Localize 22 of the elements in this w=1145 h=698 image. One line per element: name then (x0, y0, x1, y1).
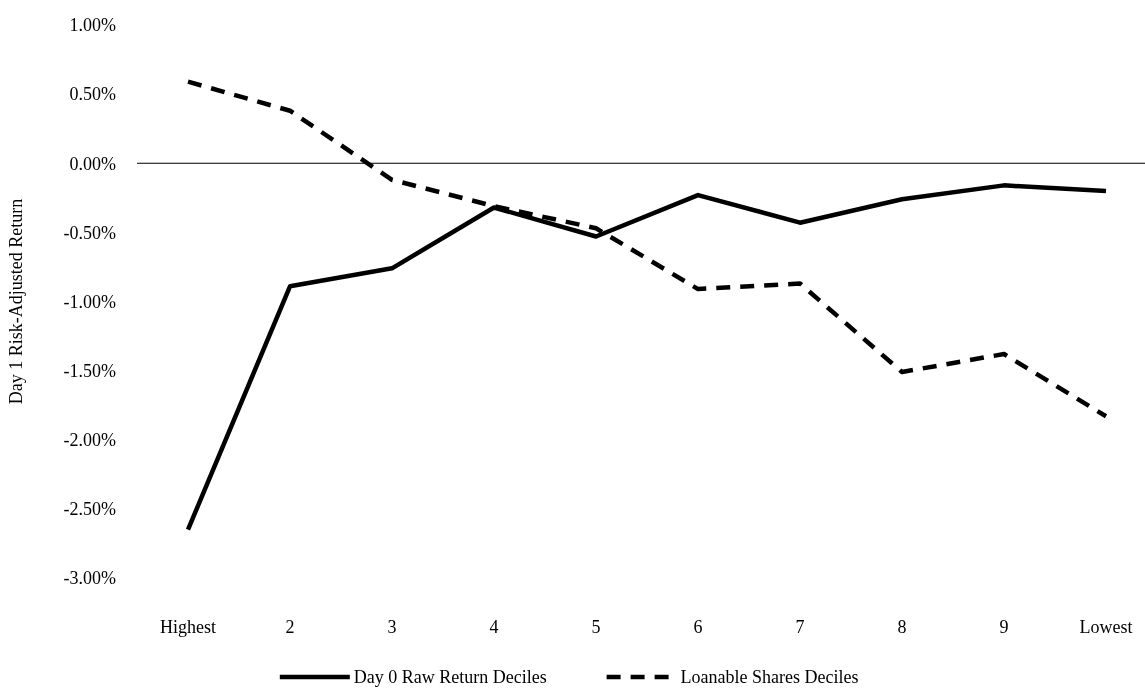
x-tick-label: 2 (285, 617, 295, 637)
x-tick-label: 9 (999, 617, 1009, 637)
y-tick-label: 1.00% (69, 15, 116, 36)
y-tick-label: 0.50% (69, 84, 116, 105)
y-tick-label: -1.50% (63, 360, 116, 381)
y-tick-label: -2.50% (63, 499, 116, 520)
y-axis-title: Day 1 Risk-Adjusted Return (6, 198, 26, 405)
y-tick-label: -0.50% (63, 222, 116, 243)
x-tick-label: 4 (489, 617, 499, 637)
x-tick-label: 7 (795, 617, 805, 637)
y-tick-label: -1.00% (63, 291, 116, 312)
x-tick-label: Highest (160, 617, 216, 637)
y-tick-label: -3.00% (63, 568, 116, 589)
y-tick-label: -2.00% (63, 430, 116, 451)
x-tick-label: 6 (693, 617, 703, 637)
x-tick-label: 3 (387, 617, 397, 637)
legend-label: Loanable Shares Deciles (680, 667, 859, 687)
x-tick-label: 5 (591, 617, 601, 637)
legend-label: Day 0 Raw Return Deciles (353, 667, 547, 687)
y-tick-label: 0.00% (69, 153, 116, 174)
x-tick-label: Lowest (1079, 617, 1133, 637)
x-tick-label: 8 (897, 617, 907, 637)
